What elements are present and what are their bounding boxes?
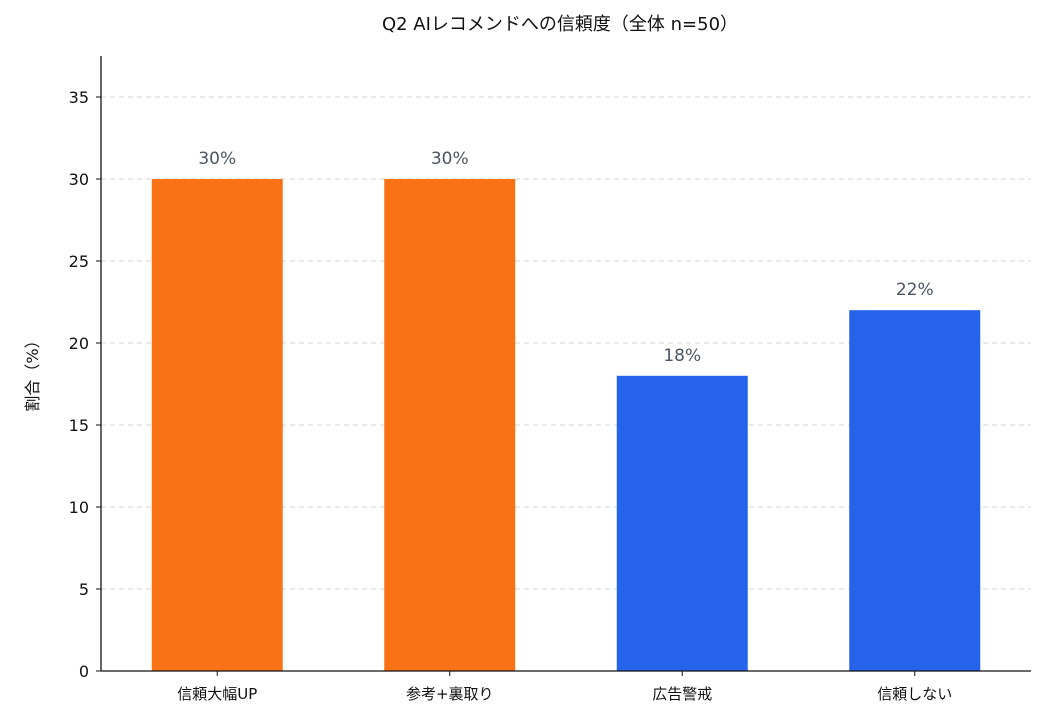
bar bbox=[151, 179, 283, 671]
bar bbox=[616, 375, 748, 671]
data-label: 30% bbox=[431, 149, 469, 169]
y-axis-label: 割合（%） bbox=[23, 332, 42, 411]
y-tick-label: 30 bbox=[69, 170, 89, 189]
x-tick-label: 広告警戒 bbox=[652, 685, 712, 703]
x-tick-label: 参考+裏取り bbox=[406, 685, 494, 703]
bar bbox=[849, 310, 981, 671]
data-label: 22% bbox=[896, 280, 934, 300]
bar bbox=[384, 179, 516, 671]
x-tick-label: 信頼しない bbox=[877, 685, 952, 703]
chart-title: Q2 AIレコメンドへの信頼度（全体 n=50） bbox=[382, 14, 738, 35]
data-label: 18% bbox=[663, 346, 701, 366]
y-tick-label: 15 bbox=[69, 416, 89, 435]
data-label: 30% bbox=[198, 149, 236, 169]
x-tick-label: 信頼大幅UP bbox=[177, 685, 257, 703]
y-tick-label: 25 bbox=[69, 252, 89, 271]
y-tick-label: 5 bbox=[79, 580, 89, 599]
y-tick-label: 35 bbox=[69, 88, 89, 107]
y-tick-label: 20 bbox=[69, 334, 89, 353]
y-tick-label: 10 bbox=[69, 498, 89, 517]
y-tick-label: 0 bbox=[79, 662, 89, 681]
